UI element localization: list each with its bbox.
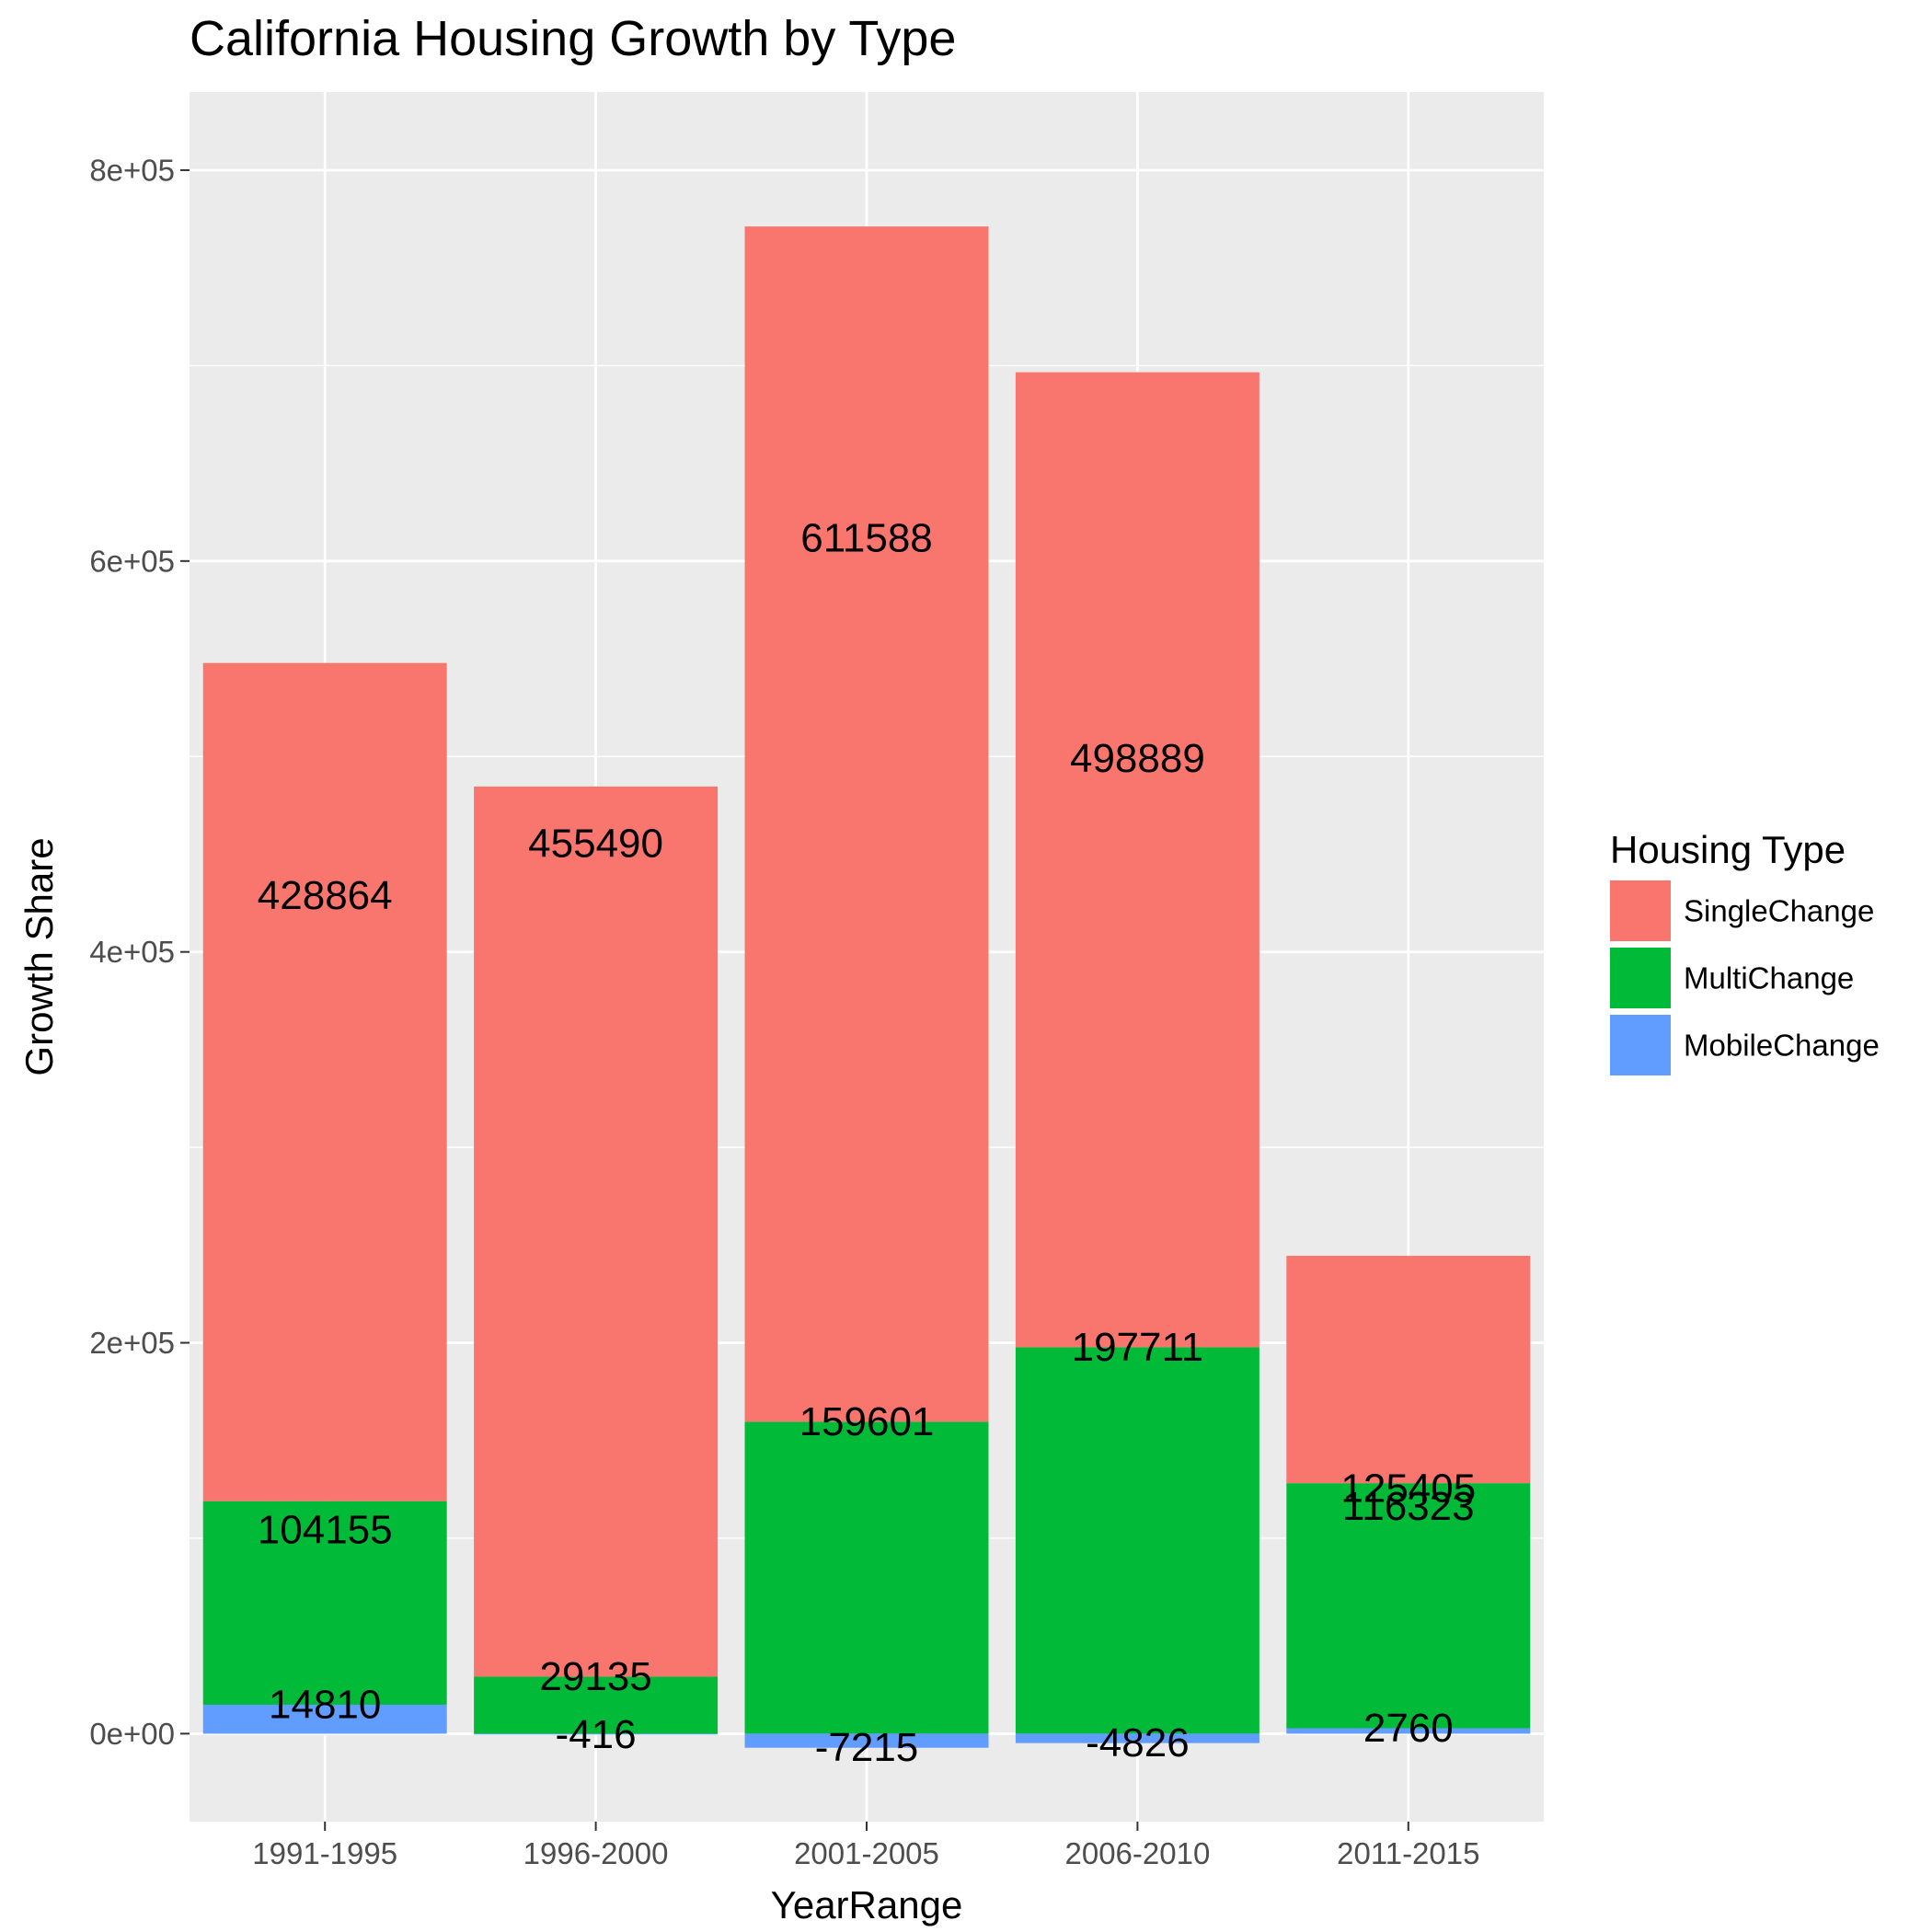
y-tick-label: 2e+05 [89,1326,175,1360]
legend-label: MobileChange [1684,1029,1880,1063]
legend-key-singlechange [1610,880,1671,941]
data-label: -4826 [1086,1720,1190,1765]
x-axis: 1991-1995 1996-2000 2001-2005 2006-2010 2011… [252,1822,1479,1870]
data-label: -416 [556,1712,637,1757]
x-axis-title: YearRange [771,1883,963,1926]
bar-singlechange-2011-2015 [1286,1256,1531,1484]
x-tick-label: 2011-2015 [1337,1836,1479,1870]
data-label: 104155 [258,1508,393,1553]
bar-mobilechange-2001-2005 [744,1733,989,1748]
bar-multichange-2011-2015 [1286,1483,1531,1729]
data-label: 125405 [1340,1466,1476,1512]
data-label: 428864 [258,873,393,918]
data-label: 29135 [539,1654,651,1699]
bar-multichange-1996-2000 [474,1676,719,1734]
data-label: 611588 [800,516,933,561]
data-label: 197711 [1072,1325,1204,1370]
x-tick-label: 1996-2000 [523,1836,669,1870]
y-axis-title: Growth Share [17,837,61,1075]
bar-singlechange-2006-2010 [1015,372,1259,1348]
legend-label: MultiChange [1684,961,1854,995]
bar-multichange-1991-1995 [202,1501,447,1705]
bar-mobilechange-1991-1995 [202,1704,447,1734]
legend-key-mobilechange [1610,1015,1671,1075]
x-tick-label: 2001-2005 [794,1836,939,1870]
y-axis: 0e+00 2e+05 4e+05 6e+05 8e+05 [89,153,190,1751]
bar-multichange-2001-2005 [744,1421,989,1734]
bar-mobilechange-1996-2000 [474,1733,719,1735]
data-label: 159601 [799,1399,935,1444]
bar-mobilechange-2011-2015 [1286,1728,1531,1734]
bars [202,226,1531,1748]
legend-key-multichange [1610,948,1671,1008]
x-tick-label: 1991-1995 [252,1836,397,1870]
data-labels: 14810 104155 428864 -416 29135 455490 -7215 159… [258,516,1476,1771]
x-tick-label: 2006-2010 [1064,1836,1210,1870]
data-label: 116323 [1342,1484,1475,1529]
legend-label: SingleChange [1684,894,1874,928]
data-label: 2760 [1363,1706,1454,1751]
bar-singlechange-2001-2005 [744,226,989,1422]
legend: Housing Type SingleChange MultiChange Mobi… [1610,828,1880,1075]
chart-title: California Housing Growth by Type [190,11,956,66]
bar-multichange-2006-2010 [1015,1347,1259,1734]
data-label: 455490 [528,821,663,866]
legend-title: Housing Type [1610,828,1846,871]
data-label: 498889 [1070,736,1205,781]
y-tick-label: 0e+00 [89,1717,175,1751]
data-label: 14810 [269,1682,381,1727]
bar-singlechange-1991-1995 [202,662,447,1501]
y-tick-label: 6e+05 [89,544,175,578]
data-label: -7215 [815,1725,919,1770]
bar-singlechange-1996-2000 [474,786,719,1677]
y-tick-label: 8e+05 [89,153,175,187]
bar-mobilechange-2006-2010 [1015,1733,1259,1743]
y-tick-label: 4e+05 [89,935,175,969]
